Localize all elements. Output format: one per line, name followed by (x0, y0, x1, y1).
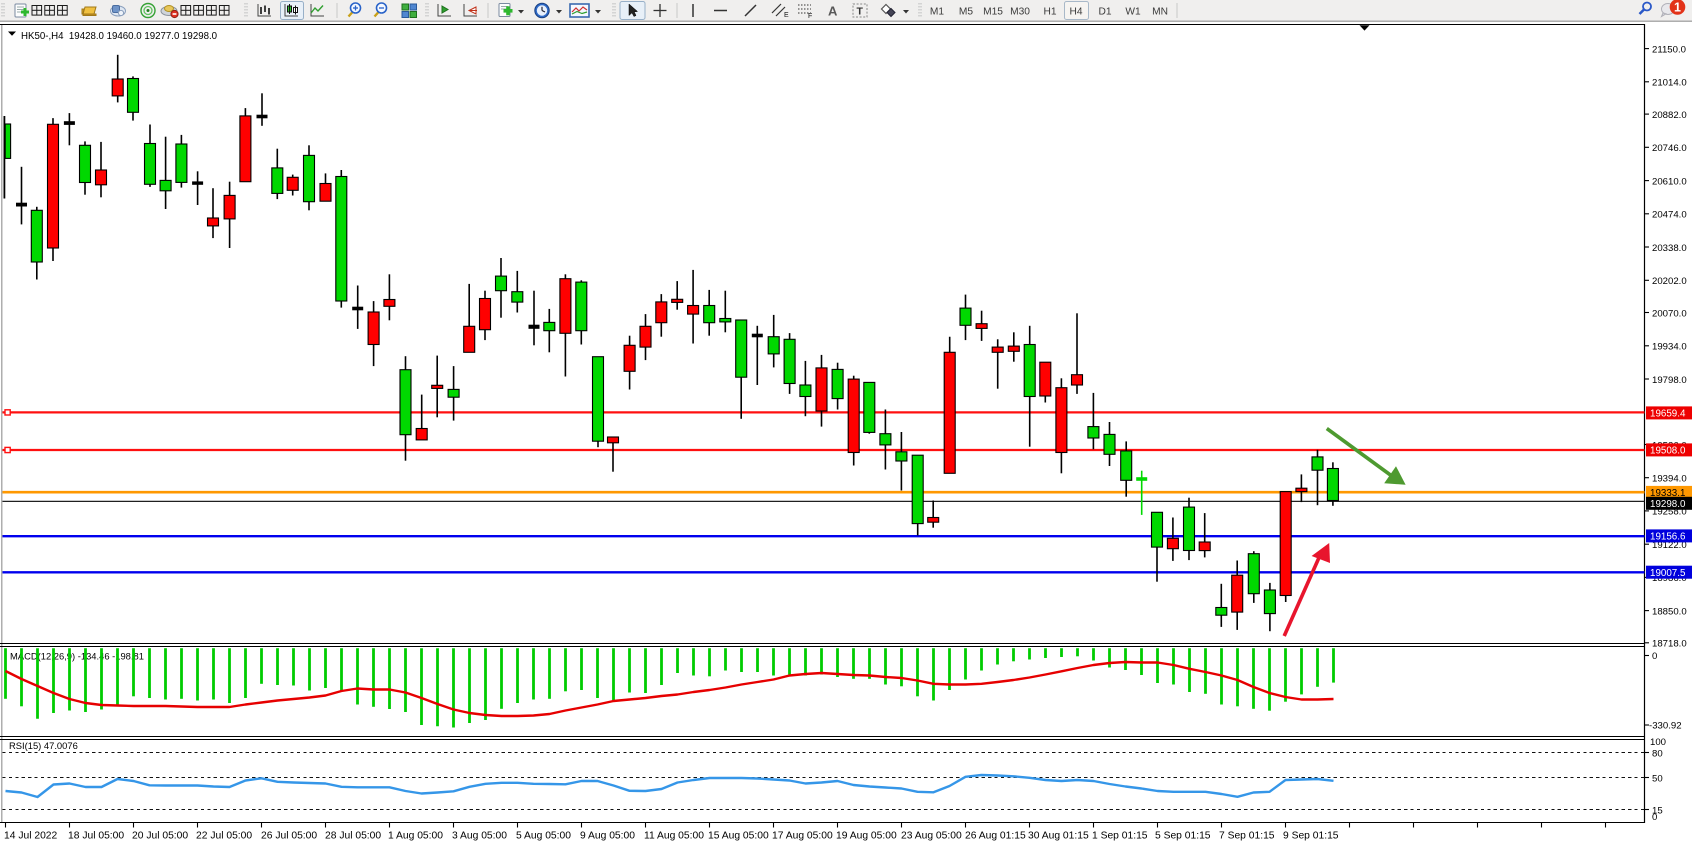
svg-text:20474.0: 20474.0 (1652, 210, 1687, 221)
svg-text:HK50-,H4 19428.0 19460.0 1927: HK50-,H4 19428.0 19460.0 19277.0 19298.0 (21, 31, 218, 42)
svg-text:19156.6: 19156.6 (1650, 532, 1686, 543)
svg-text:19934.0: 19934.0 (1652, 342, 1687, 353)
svg-text:1 Aug 05:00: 1 Aug 05:00 (388, 831, 443, 842)
svg-text:19394.0: 19394.0 (1652, 474, 1687, 485)
svg-text:23 Aug 05:00: 23 Aug 05:00 (901, 831, 962, 842)
svg-text:19007.5: 19007.5 (1650, 568, 1686, 579)
svg-text:21150.0: 21150.0 (1652, 44, 1686, 55)
svg-text:15 Aug 05:00: 15 Aug 05:00 (708, 831, 769, 842)
svg-text:20070.0: 20070.0 (1652, 308, 1687, 319)
svg-text:18 Jul 05:00: 18 Jul 05:00 (68, 831, 124, 842)
svg-text:M1: M1 (930, 7, 944, 18)
svg-text:T: T (857, 6, 864, 18)
svg-text:MN: MN (1152, 7, 1168, 18)
svg-text:100: 100 (1650, 737, 1666, 748)
svg-text:22 Jul 05:00: 22 Jul 05:00 (196, 831, 252, 842)
svg-text:18850.0: 18850.0 (1652, 606, 1687, 617)
svg-text:20746.0: 20746.0 (1652, 143, 1687, 154)
svg-text:20202.0: 20202.0 (1652, 276, 1687, 287)
svg-text:19659.4: 19659.4 (1650, 409, 1686, 420)
svg-text:M30: M30 (1010, 7, 1030, 18)
svg-text:5 Aug 05:00: 5 Aug 05:00 (516, 831, 571, 842)
svg-text:RSI(15) 47.0076: RSI(15) 47.0076 (9, 740, 78, 751)
svg-text:20338.0: 20338.0 (1652, 243, 1687, 254)
svg-text:1: 1 (1674, 1, 1681, 15)
svg-text:MACD(12,26,9) -134.46 -198.81: MACD(12,26,9) -134.46 -198.81 (10, 651, 144, 662)
svg-text:30 Aug 01:15: 30 Aug 01:15 (1028, 831, 1089, 842)
svg-text:9 Sep 01:15: 9 Sep 01:15 (1283, 831, 1339, 842)
svg-text:3 Aug 05:00: 3 Aug 05:00 (452, 831, 507, 842)
svg-text:M15: M15 (983, 7, 1003, 18)
svg-text:26 Jul 05:00: 26 Jul 05:00 (261, 831, 317, 842)
svg-text:19122.0: 19122.0 (1652, 540, 1687, 551)
svg-text:20 Jul 05:00: 20 Jul 05:00 (132, 831, 188, 842)
svg-text:19258.0: 19258.0 (1652, 507, 1687, 518)
svg-text:80: 80 (1652, 748, 1663, 759)
svg-text:18718.0: 18718.0 (1652, 639, 1687, 650)
svg-text:7 Sep 01:15: 7 Sep 01:15 (1219, 831, 1275, 842)
svg-text:H1: H1 (1043, 7, 1056, 18)
svg-text:9 Aug 05:00: 9 Aug 05:00 (580, 831, 635, 842)
svg-text:19333.1: 19333.1 (1650, 488, 1685, 499)
svg-text:H4: H4 (1069, 7, 1082, 18)
svg-text:W1: W1 (1125, 7, 1141, 18)
svg-text:15: 15 (1652, 805, 1663, 816)
svg-text:14 Jul 2022: 14 Jul 2022 (4, 831, 58, 842)
svg-text:20610.0: 20610.0 (1652, 176, 1687, 187)
svg-text:19298.0: 19298.0 (1650, 499, 1686, 510)
svg-text:19798.0: 19798.0 (1652, 375, 1687, 386)
svg-text:17 Aug 05:00: 17 Aug 05:00 (772, 831, 833, 842)
svg-text:1 Sep 01:15: 1 Sep 01:15 (1092, 831, 1148, 842)
svg-text:19 Aug 05:00: 19 Aug 05:00 (836, 831, 897, 842)
svg-text:0: 0 (1652, 651, 1657, 662)
svg-text:28 Jul 05:00: 28 Jul 05:00 (325, 831, 381, 842)
svg-text:D1: D1 (1098, 7, 1111, 18)
svg-text:-330.92: -330.92 (1649, 721, 1682, 732)
svg-text:A: A (828, 4, 838, 19)
svg-text:26 Aug 01:15: 26 Aug 01:15 (965, 831, 1026, 842)
svg-text:E: E (784, 12, 789, 19)
svg-text:M5: M5 (959, 7, 973, 18)
svg-text:20882.0: 20882.0 (1652, 110, 1687, 121)
svg-text:5 Sep 01:15: 5 Sep 01:15 (1155, 831, 1211, 842)
svg-text:F: F (808, 13, 812, 20)
svg-text:0: 0 (1652, 812, 1657, 823)
svg-text:21014.0: 21014.0 (1652, 78, 1687, 89)
svg-text:50: 50 (1652, 773, 1663, 784)
svg-text:11 Aug 05:00: 11 Aug 05:00 (644, 831, 704, 842)
svg-text:19508.0: 19508.0 (1650, 446, 1686, 457)
